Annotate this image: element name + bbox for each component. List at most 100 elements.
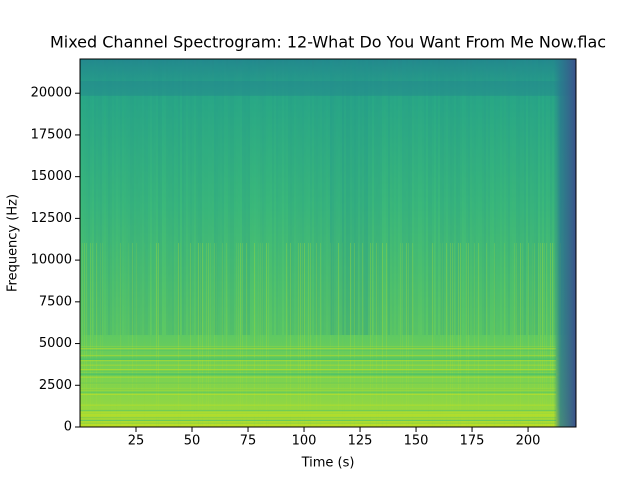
spectrogram-column — [170, 59, 172, 335]
spectrogram-column — [162, 59, 164, 335]
spectrogram-column — [540, 243, 541, 427]
spectrogram-column — [486, 243, 487, 427]
spectrogram-column — [324, 59, 326, 335]
spectrogram-column — [254, 243, 255, 427]
spectrogram-column — [534, 59, 536, 335]
spectrogram-column — [424, 59, 426, 335]
spectrogram-column — [100, 243, 101, 427]
spectrogram-column — [122, 59, 124, 335]
spectrogram-band — [80, 81, 576, 96]
spectrogram-column — [178, 243, 179, 427]
spectrogram-column — [434, 243, 435, 427]
spectrogram-column — [226, 243, 227, 427]
spectrogram-column — [442, 59, 444, 335]
spectrogram-column — [82, 59, 84, 335]
spectrogram-column — [358, 243, 359, 427]
x-tick-label: 75 — [240, 434, 257, 449]
spectrogram-column — [266, 243, 267, 427]
spectrogram-band — [80, 349, 557, 351]
spectrogram-column — [376, 243, 377, 427]
spectrogram-column — [542, 243, 543, 427]
y-tick-label: 20000 — [31, 86, 72, 101]
spectrogram-column — [206, 243, 207, 427]
spectrogram-column — [386, 243, 387, 427]
spectrogram-column — [278, 59, 280, 335]
spectrogram-column — [114, 59, 116, 335]
spectrogram-column — [446, 243, 447, 427]
spectrogram-band — [80, 389, 557, 391]
spectrogram-column — [240, 243, 241, 427]
spectrogram-column — [264, 59, 266, 335]
spectrogram-column — [340, 59, 342, 335]
x-tick-label: 175 — [460, 434, 485, 449]
x-tick-label: 150 — [404, 434, 429, 449]
spectrogram-column — [104, 59, 106, 335]
x-tick-label: 125 — [348, 434, 373, 449]
plot-frame — [79, 58, 577, 428]
spectrogram-column — [370, 59, 372, 335]
spectrogram-column — [90, 243, 91, 427]
spectrogram-column — [96, 59, 98, 335]
spectrogram-column — [508, 59, 510, 335]
spectrogram-column — [354, 243, 355, 427]
spectrogram-column — [392, 59, 394, 335]
spectrogram-column — [218, 59, 220, 335]
y-tick-label: 0 — [64, 420, 72, 435]
spectrogram-column — [510, 59, 512, 335]
spectrogram-column — [204, 59, 206, 335]
spectrogram-column — [432, 59, 434, 335]
spectrogram-band — [80, 348, 557, 350]
spectrogram-column — [454, 243, 455, 427]
spectrogram-column — [514, 59, 516, 335]
spectrogram-column — [538, 243, 539, 427]
spectrogram-column — [246, 243, 247, 427]
spectrogram-column — [518, 59, 520, 335]
spectrogram-band — [80, 412, 557, 414]
spectrogram-column — [448, 59, 450, 335]
spectrogram-column — [502, 59, 504, 335]
spectrogram-band — [80, 376, 557, 378]
spectrogram-column — [468, 243, 469, 427]
spectrogram-column — [234, 59, 236, 335]
spectrogram-column — [156, 243, 157, 427]
spectrogram-column — [406, 243, 407, 427]
spectrogram-band — [80, 373, 557, 375]
spectrogram-column — [376, 59, 378, 335]
spectrogram-column — [466, 243, 467, 427]
spectrogram-column — [550, 59, 552, 335]
spectrogram-column — [196, 59, 198, 335]
spectrogram-column — [116, 59, 118, 335]
spectrogram-column — [410, 59, 412, 335]
spectrogram-column — [372, 243, 373, 427]
spectrogram-column — [504, 243, 505, 427]
spectrogram-column — [422, 59, 424, 335]
spectrogram-band — [80, 360, 557, 362]
spectrogram-column — [152, 59, 154, 335]
spectrogram-column — [550, 243, 551, 427]
spectrogram-column — [280, 59, 282, 335]
spectrogram-column — [440, 59, 442, 335]
spectrogram-column — [304, 243, 305, 427]
spectrogram-column — [398, 59, 400, 335]
spectrogram-band — [80, 414, 557, 416]
spectrogram-base — [80, 59, 576, 427]
spectrogram-column — [548, 59, 550, 335]
spectrogram-column — [526, 59, 528, 335]
spectrogram-column — [246, 59, 248, 335]
spectrogram-column — [446, 59, 448, 335]
spectrogram-column — [262, 59, 264, 335]
spectrogram-column — [360, 59, 362, 335]
spectrogram-column — [432, 243, 433, 427]
spectrogram-column — [136, 243, 137, 427]
spectrogram-column — [366, 59, 368, 335]
spectrogram-column — [338, 59, 340, 335]
spectrogram-column — [182, 59, 184, 335]
spectrogram-column — [242, 243, 243, 427]
spectrogram-column — [394, 59, 396, 335]
spectrogram-column — [330, 59, 332, 335]
spectrogram-column — [344, 243, 345, 427]
spectrogram-column — [194, 243, 195, 427]
spectrogram-column — [516, 243, 517, 427]
spectrogram-band — [80, 415, 557, 417]
